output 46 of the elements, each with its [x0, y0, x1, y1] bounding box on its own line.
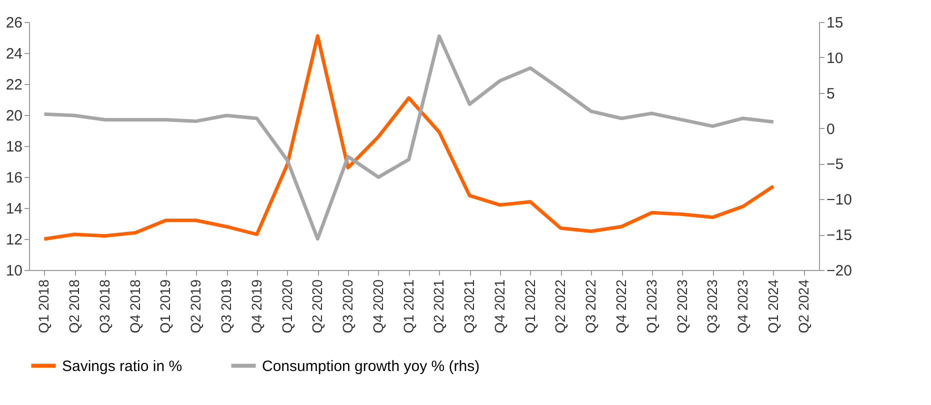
x-tick-label: Q2 2022 — [552, 279, 568, 334]
y-tick-label: 24 — [6, 46, 22, 62]
y2-tick-label: 0 — [826, 120, 835, 138]
y-tick-label: 22 — [6, 76, 22, 94]
y2-tick-label: −5 — [826, 156, 844, 174]
x-tick-label: Q4 2020 — [370, 279, 386, 334]
x-tick-label: Q3 2018 — [96, 279, 112, 334]
x-tick-label: Q1 2021 — [400, 279, 416, 334]
x-tick-label: Q1 2019 — [157, 279, 174, 334]
x-tick-label: Q2 2021 — [430, 279, 447, 334]
x-tick-label: Q4 2021 — [491, 279, 508, 334]
x-tick-label: Q3 2020 — [340, 279, 356, 334]
y-tick-label: 20 — [6, 108, 22, 124]
x-tick-label: Q2 2020 — [309, 279, 326, 334]
y2-tick-label: −10 — [826, 192, 852, 209]
legend-label: Savings ratio in % — [62, 358, 182, 375]
y-tick-label: 10 — [6, 262, 22, 280]
x-tick-label: Q1 2018 — [36, 279, 52, 334]
y-tick-label: 26 — [6, 14, 22, 32]
y-tick-label: 16 — [6, 170, 22, 186]
x-tick-label: Q3 2021 — [461, 279, 478, 334]
x-tick-label: Q4 2019 — [248, 279, 264, 334]
y2-tick-label: 10 — [826, 50, 844, 67]
x-tick-label: Q2 2019 — [188, 279, 204, 334]
y2-tick-label: −15 — [826, 227, 852, 244]
x-tick-label: Q2 2023 — [674, 279, 690, 334]
legend-label: Consumption growth yoy % (rhs) — [262, 358, 480, 375]
x-tick-label: Q4 2023 — [734, 279, 751, 334]
x-tick-label: Q1 2022 — [522, 279, 538, 334]
line-series — [42, 34, 776, 241]
y2-tick-label: −20 — [826, 262, 852, 280]
x-tick-label: Q3 2023 — [704, 279, 720, 334]
y-tick-label: 12 — [6, 232, 22, 248]
y-tick-label: 14 — [6, 200, 22, 218]
x-tick-label: Q4 2018 — [126, 279, 143, 334]
x-tick-label: Q2 2018 — [66, 279, 82, 334]
y2-tick-label: 15 — [826, 14, 844, 32]
x-tick-label: Q1 2023 — [643, 279, 660, 334]
y2-tick-label: 5 — [826, 85, 835, 102]
x-tick-label: Q3 2019 — [218, 279, 234, 334]
x-tick-label: Q1 2020 — [278, 279, 295, 334]
x-tick-label: Q1 2024 — [764, 279, 781, 334]
x-tick-label: Q3 2022 — [582, 279, 599, 334]
x-tick-label: Q2 2024 — [795, 279, 812, 334]
x-tick-label: Q4 2022 — [613, 279, 629, 334]
y-tick-label: 18 — [6, 138, 22, 156]
